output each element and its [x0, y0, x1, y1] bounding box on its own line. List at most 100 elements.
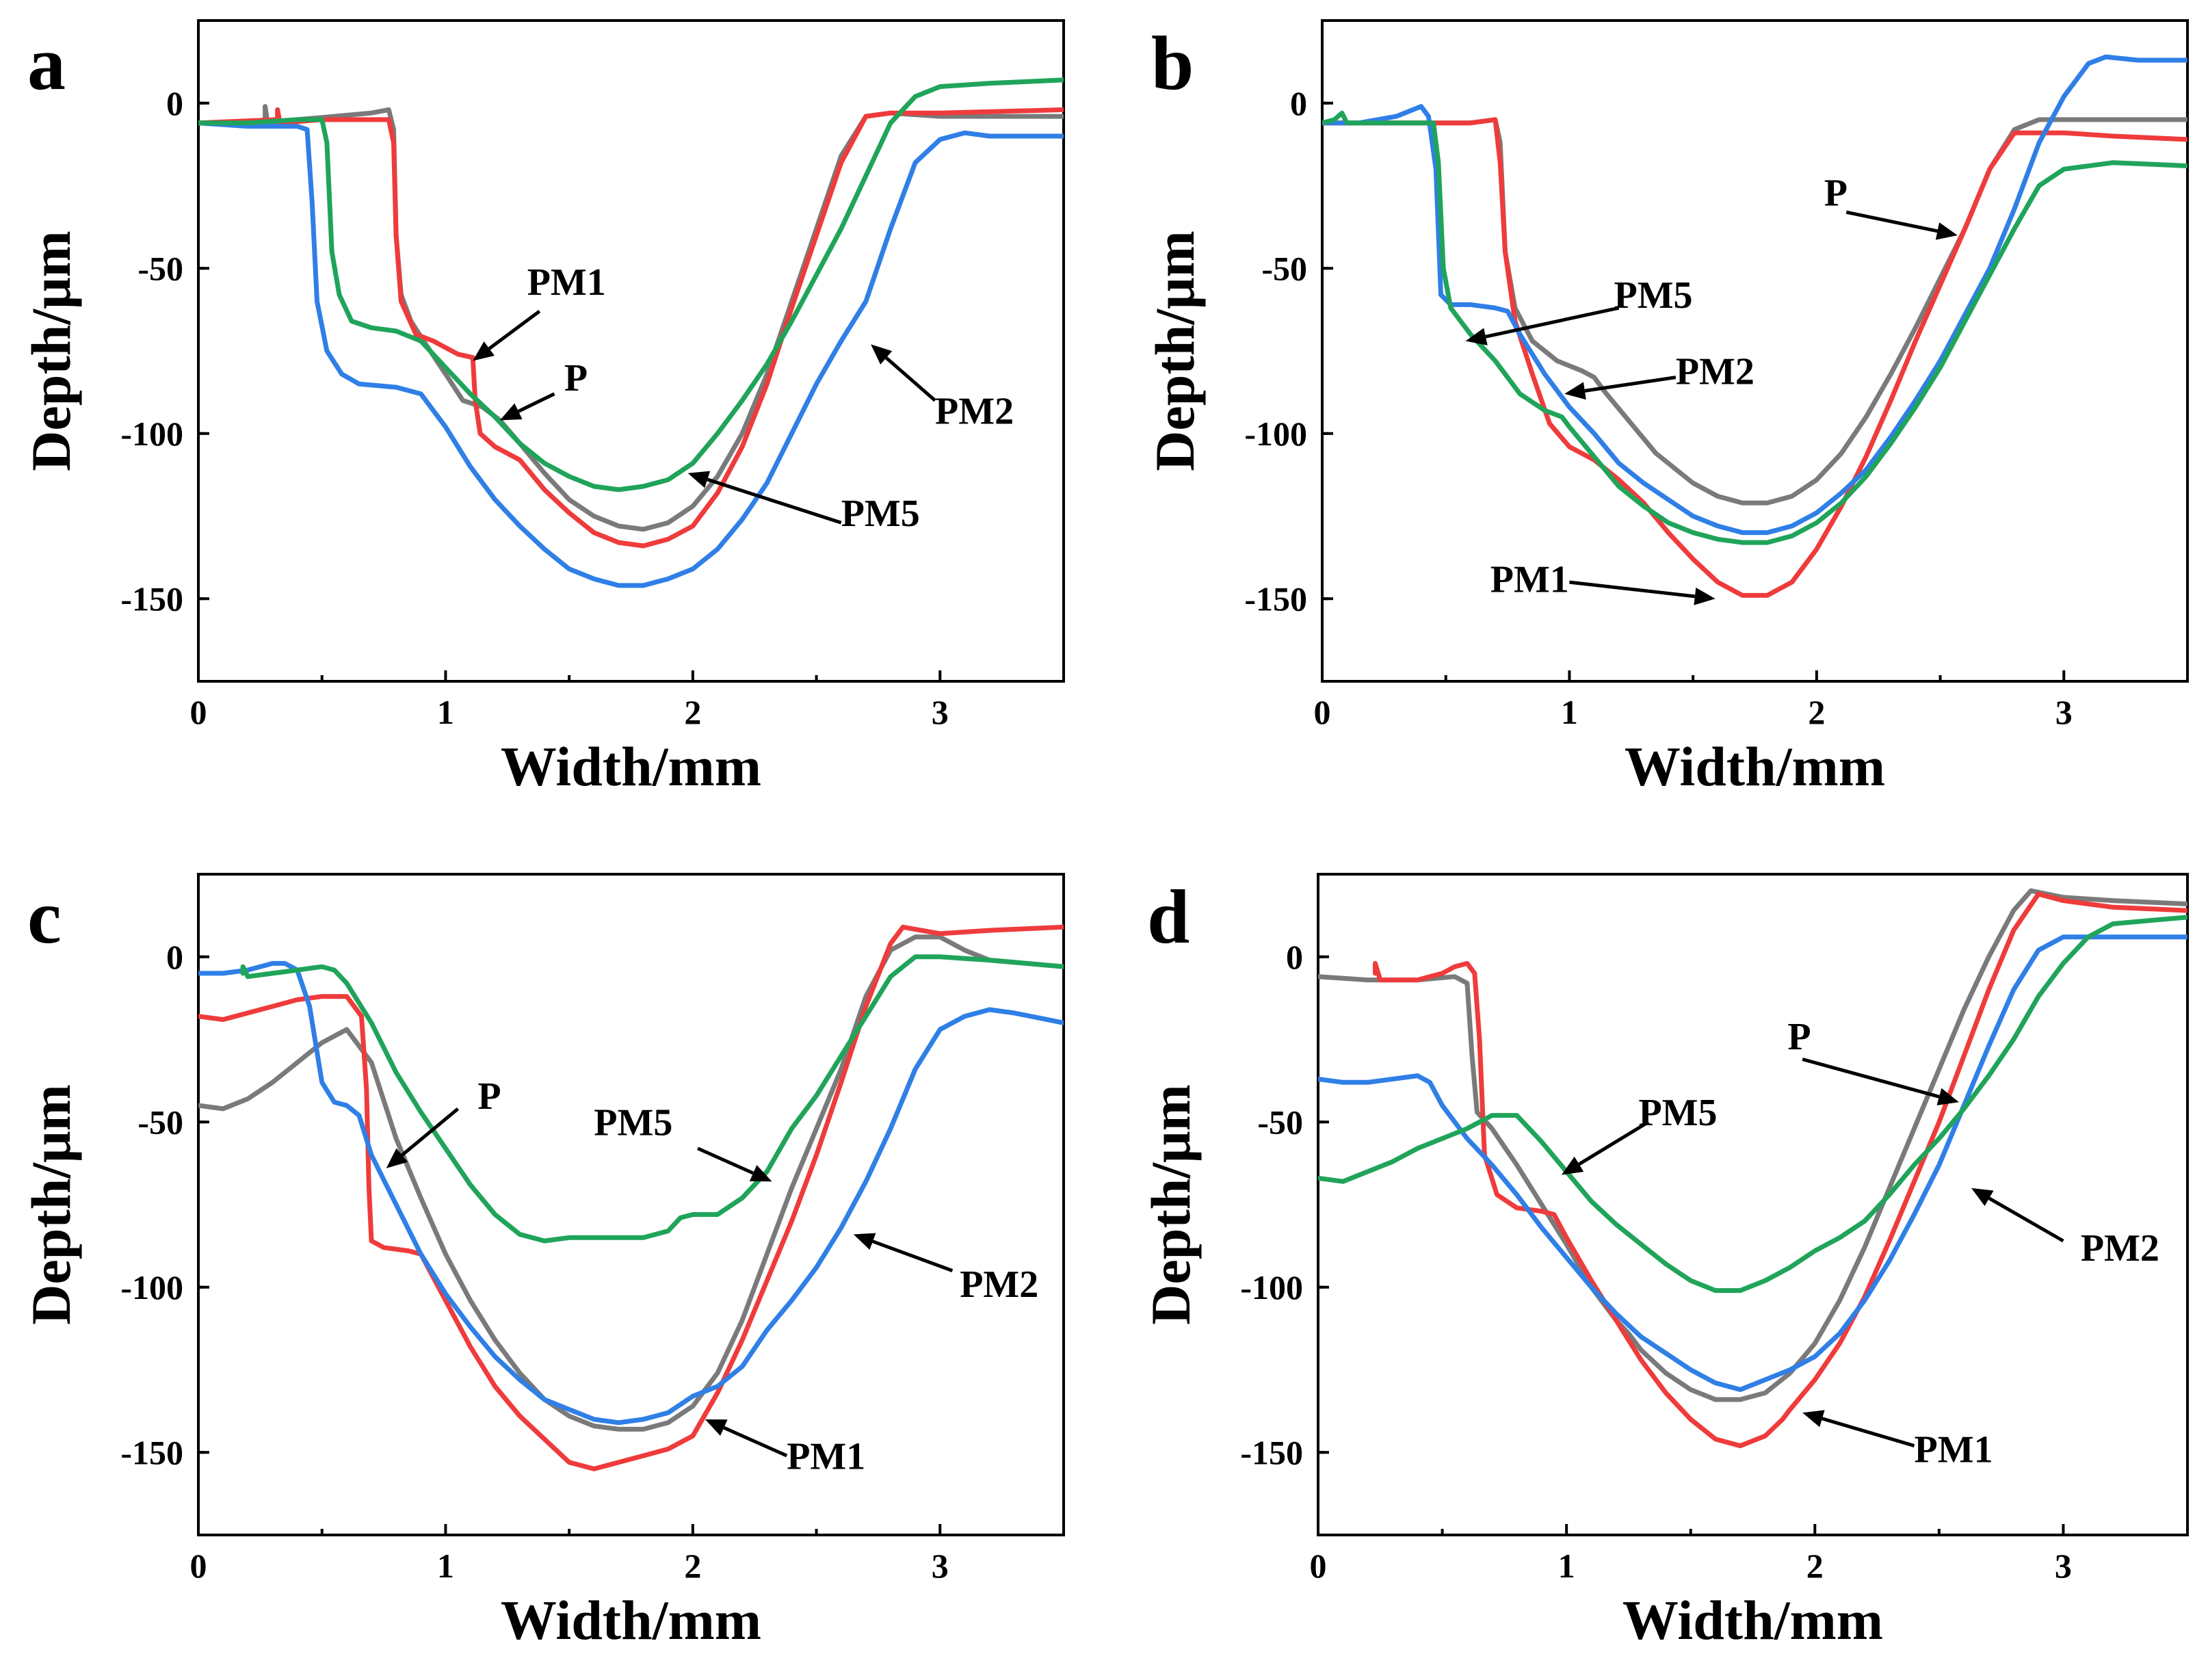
- annotation-arrow: [1988, 1196, 2064, 1243]
- annotation-arrow: [1584, 376, 1677, 393]
- x-tick-label: 2: [684, 1547, 701, 1585]
- y-tick-label: -150: [120, 1433, 183, 1471]
- x-tick-label: 1: [437, 693, 454, 731]
- y-tick-label: -150: [120, 579, 183, 618]
- series-group: [198, 77, 1064, 588]
- annotation-label: PM1: [1915, 1429, 1993, 1471]
- x-tick-label: 1: [437, 1547, 454, 1585]
- x-tick-label: 0: [190, 693, 207, 731]
- x-tick-label: 2: [684, 693, 701, 731]
- annotation-arrow: [1578, 1120, 1650, 1166]
- plot-frame: [197, 19, 1065, 683]
- annotation-arrow: [517, 392, 555, 413]
- series-line-pm1: [198, 107, 1064, 549]
- annotation-label: PM5: [594, 1102, 672, 1144]
- panel-b: 0 1 2 3 0 -50 -100 -150 Width/mm Depth/μm b P PM5 PM2…: [1144, 19, 2189, 798]
- plot-frame: [1321, 19, 2189, 683]
- annotation-arrowhead: [499, 403, 523, 421]
- panel-letter: b: [1151, 21, 1194, 106]
- panel-letter: a: [27, 21, 66, 106]
- series-line-pm1: [198, 924, 1064, 1471]
- annotation-label: P: [1824, 172, 1848, 214]
- annotation-label: PM2: [960, 1263, 1038, 1306]
- annotation-arrow: [707, 477, 842, 525]
- plot-frame: [1317, 873, 2189, 1536]
- annotation-label: PM5: [1638, 1092, 1717, 1134]
- annotation-arrowhead: [1694, 587, 1716, 605]
- y-tick-label: -50: [137, 1103, 183, 1141]
- x-tick-label: 3: [932, 693, 949, 731]
- x-tick-label: 1: [1561, 693, 1578, 731]
- annotation-arrow: [1485, 306, 1620, 339]
- annotation-arrowhead: [1561, 1156, 1584, 1175]
- y-tick-label: -50: [1257, 1103, 1303, 1141]
- annotation-label: PM1: [1490, 559, 1569, 601]
- annotation-arrowhead: [1971, 1187, 1994, 1207]
- panel-a: 0 1 2 3 0 -50 -100 -150 Width/mm Depth/μm a PM1 P PM2…: [20, 19, 1065, 798]
- series-line-pm5: [240, 954, 1064, 1244]
- x-tick-label: 2: [1808, 693, 1825, 731]
- y-tick-label: -50: [1261, 249, 1307, 287]
- series-group: [198, 924, 1064, 1471]
- y-axis-title: Depth/μm: [1144, 231, 1206, 471]
- series-line-p: [1318, 888, 2187, 1402]
- annotation-arrowhead: [1465, 328, 1488, 345]
- y-tick-label: 0: [166, 938, 183, 976]
- annotation-label: PM2: [935, 390, 1014, 432]
- x-tick-label: 2: [1806, 1547, 1824, 1585]
- panel-d: 0 1 2 3 0 -50 -100 -150 Width/mm Depth/μm d P PM5 PM2…: [1140, 873, 2189, 1651]
- annotation-label: PM1: [527, 261, 606, 304]
- plot-frame: [197, 873, 1065, 1536]
- panel-c: 0 1 2 3 0 -50 -100 -150 Width/mm Depth/μm c P PM5 PM2…: [20, 873, 1065, 1651]
- x-tick-label: 0: [1310, 1547, 1327, 1585]
- annotation-arrow: [885, 356, 936, 402]
- series-line-pm1: [1373, 891, 2187, 1449]
- panel-letter: c: [27, 875, 62, 960]
- x-tick-label: 1: [1558, 1547, 1575, 1585]
- annotation-label: PM2: [2081, 1227, 2159, 1270]
- annotation-arrow: [1822, 1417, 1915, 1447]
- annotation-arrowhead: [386, 1148, 408, 1168]
- annotation-arrowhead: [687, 471, 711, 488]
- annotation-arrowhead: [473, 341, 495, 361]
- x-axis-title: Width/mm: [1622, 1589, 1883, 1651]
- series-line-pm5: [198, 77, 1064, 493]
- series-line-pm2: [1318, 934, 2187, 1392]
- y-tick-label: -100: [120, 1268, 183, 1307]
- y-tick-label: -100: [1244, 415, 1307, 453]
- x-tick-label: 0: [1314, 693, 1331, 731]
- annotation-arrow: [488, 310, 541, 350]
- annotation-arrowhead: [1935, 222, 1958, 240]
- annotation-label: P: [1787, 1016, 1811, 1058]
- y-tick-label: -100: [1240, 1268, 1303, 1307]
- annotation-label: P: [564, 357, 588, 399]
- annotation-arrow: [697, 1146, 754, 1175]
- y-tick-label: -100: [120, 415, 183, 453]
- y-axis-title: Depth/μm: [20, 1084, 82, 1325]
- series-line-p: [198, 934, 1064, 1432]
- series-line-pm2: [198, 120, 1064, 588]
- y-axis-title: Depth/μm: [1140, 1084, 1202, 1325]
- annotation-arrow: [872, 1239, 954, 1272]
- y-tick-label: 0: [166, 84, 183, 122]
- y-axis-title: Depth/μm: [20, 231, 82, 471]
- y-tick-label: -150: [1244, 579, 1307, 618]
- x-tick-label: 3: [2055, 693, 2073, 731]
- y-tick-label: -50: [137, 249, 183, 287]
- annotation-label: P: [477, 1075, 501, 1118]
- annotation-label: PM1: [787, 1435, 865, 1478]
- annotation-arrowhead: [749, 1165, 772, 1182]
- annotation-arrow: [1845, 210, 1938, 233]
- annotation-arrow: [723, 1426, 788, 1458]
- series-line-pm5: [1318, 915, 2187, 1294]
- series-group: [1318, 888, 2187, 1449]
- series-line-pm2: [1322, 54, 2187, 536]
- x-axis-title: Width/mm: [501, 735, 761, 798]
- series-line-pm2: [198, 960, 1064, 1426]
- annotation-arrow: [1569, 580, 1696, 599]
- x-axis-title: Width/mm: [1625, 735, 1885, 798]
- series-line-pm1: [1322, 117, 2187, 598]
- annotation-arrowhead: [1802, 1410, 1825, 1428]
- annotation-label: PM5: [1614, 274, 1692, 317]
